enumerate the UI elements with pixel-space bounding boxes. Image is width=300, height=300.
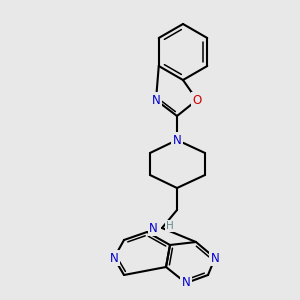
Text: H: H xyxy=(166,221,174,231)
Text: N: N xyxy=(110,251,118,265)
Text: N: N xyxy=(152,94,160,106)
Text: N: N xyxy=(182,277,190,290)
Text: N: N xyxy=(149,221,158,235)
Text: O: O xyxy=(192,94,202,106)
Text: N: N xyxy=(211,251,219,265)
Text: N: N xyxy=(172,134,182,146)
